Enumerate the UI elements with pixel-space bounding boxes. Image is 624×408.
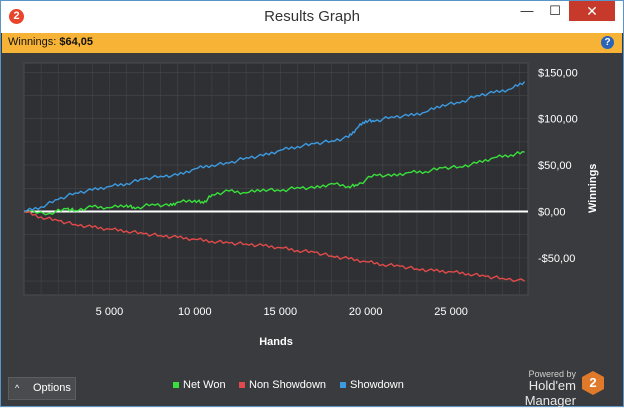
close-button[interactable]: ✕	[569, 1, 615, 21]
options-label: Options	[33, 382, 71, 394]
y-tick-label: $50,00	[538, 160, 572, 172]
series-line-showdown	[23, 81, 526, 213]
results-chart: 5 000 10 000 15 000 20 000 25 000 $150,00 $100…	[2, 53, 622, 405]
brand-name: Hold'em Manager	[524, 378, 576, 408]
series-line-net-won	[23, 150, 525, 216]
legend-swatch-non-showdown	[239, 382, 245, 388]
winnings-summary-bar: Winnings: $64,05 ?	[2, 33, 622, 53]
y-tick-label: -$50,00	[538, 253, 575, 265]
x-tick-label: 5 000	[96, 306, 124, 318]
series-line-non-showdown	[23, 210, 525, 283]
brand-logo-icon: 2	[582, 371, 604, 395]
app-logo-icon: 2	[9, 9, 24, 24]
title-bar: 2 Results Graph — ☐ ✕	[1, 1, 623, 33]
winnings-summary: Winnings: $64,05	[8, 36, 93, 48]
x-tick-label: 10 000	[178, 306, 212, 318]
y-tick-label: $150,00	[538, 67, 578, 79]
help-icon[interactable]: ?	[601, 36, 614, 49]
maximize-button[interactable]: ☐	[549, 3, 561, 18]
y-axis-title: Winnings	[587, 164, 599, 213]
x-tick-label: 25 000	[434, 306, 468, 318]
window-title: Results Graph	[264, 8, 360, 25]
winnings-label: Winnings:	[8, 36, 57, 48]
options-button[interactable]: ^ Options	[8, 377, 76, 400]
y-tick-label: $0,00	[538, 206, 566, 218]
legend-swatch-net-won	[173, 382, 179, 388]
legend-label-non-showdown: Non Showdown	[249, 379, 327, 391]
plot-background	[23, 62, 529, 296]
minimize-button[interactable]: —	[520, 3, 534, 18]
winnings-value: $64,05	[59, 36, 94, 48]
results-chart-svg: 5 000 10 000 15 000 20 000 25 000 $150,00 $100…	[23, 62, 599, 348]
legend-label-showdown: Showdown	[350, 379, 404, 391]
chevron-up-icon: ^	[15, 383, 20, 393]
powered-by-label: Powered by	[528, 369, 576, 379]
y-tick-label: $100,00	[538, 114, 578, 126]
legend-label-net-won: Net Won	[183, 379, 226, 391]
x-tick-label: 20 000	[349, 306, 383, 318]
x-axis-title: Hands	[259, 336, 293, 348]
x-tick-label: 15 000	[263, 306, 297, 318]
legend-swatch-showdown	[340, 382, 346, 388]
